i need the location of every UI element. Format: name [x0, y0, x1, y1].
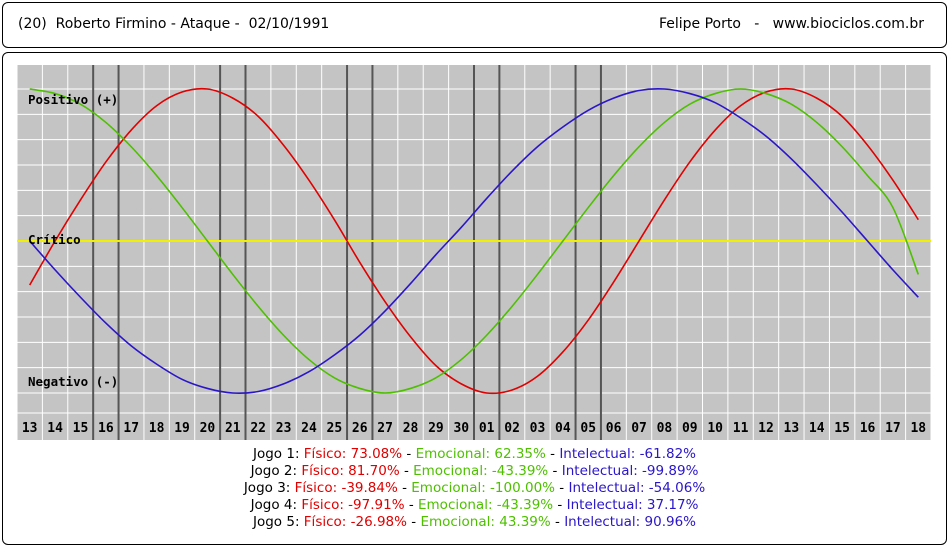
emocional-value: Emocional: 62.35% — [415, 446, 546, 462]
x-tick-label: 22 — [250, 421, 266, 436]
player-info: (20) Roberto Firmino - Ataque - 02/10/19… — [18, 16, 330, 32]
x-tick-label: 16 — [98, 421, 114, 436]
x-tick-label: 15 — [834, 421, 850, 436]
x-tick-label: 17 — [885, 421, 901, 436]
game-label: Jogo 5: — [253, 514, 300, 530]
x-tick-label: 03 — [530, 421, 546, 436]
x-tick-label: 25 — [327, 421, 343, 436]
game-label: Jogo 2: — [250, 463, 298, 479]
x-tick-label: 19 — [174, 421, 190, 436]
x-tick-label: 10 — [707, 421, 723, 436]
x-tick-label: 26 — [352, 421, 368, 436]
x-tick-label: 15 — [73, 421, 89, 436]
x-tick-label: 13 — [22, 421, 38, 436]
game-row: Jogo 3: Físico: -39.84% - Emocional: -10… — [243, 480, 706, 496]
x-tick-label: 18 — [910, 421, 926, 436]
emocional-value: Emocional: -43.39% — [418, 497, 554, 513]
x-tick-label: 02 — [504, 421, 520, 436]
x-tick-label: 07 — [631, 421, 647, 436]
game-row: Jogo 4: Físico: -97.91% - Emocional: -43… — [250, 497, 699, 513]
game-row: Jogo 2: Físico: 81.70% - Emocional: -43.… — [250, 463, 699, 479]
intelectual-value: Intelectual: 37.17% — [566, 497, 699, 513]
series-line-fisico — [29, 87, 919, 395]
game-label: Jogo 4: — [250, 497, 298, 513]
x-tick-label: 01 — [479, 421, 495, 436]
game-label: Jogo 1: — [253, 446, 300, 462]
x-tick-label: 06 — [606, 421, 622, 436]
x-tick-label: 30 — [453, 421, 469, 436]
x-tick-label: 09 — [682, 421, 698, 436]
x-tick-label: 21 — [225, 421, 241, 436]
x-tick-label: 23 — [276, 421, 292, 436]
author-site: Felipe Porto - www.biociclos.com.br — [658, 16, 924, 32]
zone-label-positive: Positivo (+) — [28, 92, 118, 107]
x-tick-label: 28 — [403, 421, 419, 436]
game-label: Jogo 3: — [243, 480, 291, 496]
fisico-value: Físico: -26.98% — [303, 514, 407, 530]
header-bar: (20) Roberto Firmino - Ataque - 02/10/19… — [2, 2, 947, 48]
x-tick-label: 14 — [809, 421, 825, 436]
x-tick-label: 24 — [301, 421, 317, 436]
zone-label-negative: Negativo (-) — [28, 374, 118, 389]
x-tick-label: 20 — [200, 421, 216, 436]
game-row: Jogo 1: Físico: 73.08% - Emocional: 62.3… — [253, 446, 696, 462]
fisico-value: Físico: 81.70% — [301, 463, 400, 479]
emocional-value: Emocional: 43.39% — [420, 514, 551, 530]
series-line-intelectual — [29, 88, 919, 394]
intelectual-value: Intelectual: -54.06% — [568, 480, 706, 496]
fisico-value: Físico: -97.91% — [301, 497, 405, 513]
x-tick-label: 27 — [377, 421, 393, 436]
intelectual-value: Intelectual: -99.89% — [561, 463, 699, 479]
series-line-emocional — [29, 88, 920, 394]
x-tick-label: 13 — [784, 421, 800, 436]
x-tick-label: 14 — [47, 421, 63, 436]
x-tick-label: 18 — [149, 421, 165, 436]
intelectual-value: Intelectual: -61.82% — [559, 446, 696, 462]
fisico-value: Físico: 73.08% — [303, 446, 403, 462]
x-tick-label: 17 — [123, 421, 139, 436]
x-tick-label: 04 — [555, 421, 571, 436]
emocional-value: Emocional: -100.00% — [411, 480, 555, 496]
x-tick-label: 16 — [860, 421, 876, 436]
intelectual-value: Intelectual: 90.96% — [564, 514, 696, 530]
game-row: Jogo 5: Físico: -26.98% - Emocional: 43.… — [253, 514, 696, 530]
x-tick-label: 08 — [657, 421, 673, 436]
x-tick-label: 29 — [428, 421, 444, 436]
x-tick-label: 12 — [758, 421, 774, 436]
fisico-value: Físico: -39.84% — [294, 480, 398, 496]
emocional-value: Emocional: -43.39% — [413, 463, 549, 479]
zone-label-critical: Crítico — [28, 232, 81, 247]
x-tick-label: 05 — [580, 421, 596, 436]
game-summary: Jogo 1: Físico: 73.08% - Emocional: 62.3… — [0, 446, 949, 531]
x-tick-label: 11 — [733, 421, 749, 436]
